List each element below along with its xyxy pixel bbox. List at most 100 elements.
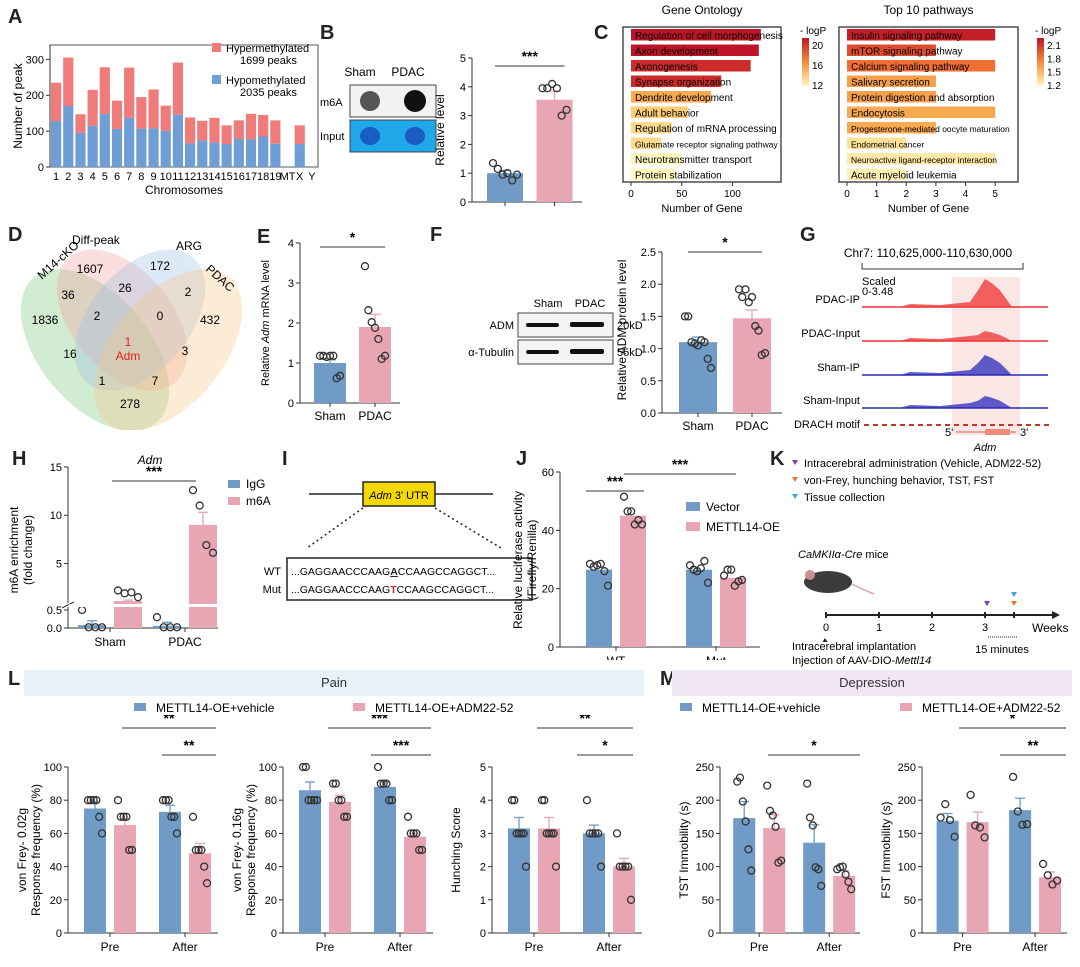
y-tick-label: 60 (265, 828, 277, 840)
bar-hypermethylated (209, 117, 220, 143)
colorbar-tick: 1.5 (1047, 68, 1061, 79)
data-point (621, 862, 630, 871)
data-point (92, 796, 101, 805)
bar-mettl14-oe-adm22-52 (404, 836, 426, 933)
data-point (814, 865, 823, 874)
utr-box (362, 481, 436, 507)
hbar (847, 91, 936, 103)
hbar-label: Neuroactive ligand-receptor interaction (851, 155, 997, 165)
data-point (551, 862, 561, 871)
bar-pdac (733, 318, 771, 413)
bar-hypermethylated (221, 125, 232, 145)
data-point (738, 797, 747, 806)
panel-label-l: L (8, 668, 21, 690)
y-tick-label: 0 (460, 197, 466, 209)
sequence-box (286, 557, 533, 601)
x-tick-label: 11 (172, 171, 183, 183)
data-point (158, 796, 168, 805)
x-tick-label: Pre (525, 940, 544, 954)
bar-hypomethylated (270, 143, 281, 167)
x-tick-label: 1 (874, 189, 880, 200)
data-point (747, 866, 756, 875)
x-tick-label: 3 (933, 189, 939, 200)
bar-mettl14-oe-adm22-52 (329, 801, 351, 933)
y-tick-label: 5 (460, 53, 466, 65)
data-point (623, 507, 632, 516)
x-tick-label: 0 (628, 189, 634, 200)
bar-hypermethylated (160, 105, 171, 131)
data-point (387, 796, 397, 805)
significance-label: *** (371, 715, 388, 726)
legend-swatch (686, 522, 700, 531)
y-axis-label: Relative level (433, 94, 447, 165)
data-point (975, 823, 985, 832)
region-bracket (861, 263, 1024, 270)
y-tick-label: 250 (696, 762, 714, 774)
hbar-label: Salivary secretion (851, 77, 930, 88)
data-point (122, 812, 131, 821)
data-point (370, 323, 380, 332)
data-point (172, 829, 182, 838)
data-point (596, 559, 605, 569)
venn-region-count: 3 (182, 344, 189, 358)
hbar (631, 168, 676, 180)
legend-swatch (212, 43, 221, 52)
hbar (631, 91, 712, 103)
data-point (412, 829, 421, 838)
y-axis-label: Relative Adm mRNA level (260, 260, 272, 386)
data-point (417, 845, 427, 855)
y-tick-label: 0 (38, 162, 44, 174)
bar-hypermethylated (294, 125, 305, 145)
data-point (340, 812, 349, 821)
data-point (304, 796, 313, 805)
panel-label-a: A (8, 6, 23, 28)
utr-diagram-i: Adm 3' UTR WT Mut ...GAGGAACCCAAGACCAAGCCAG… (263, 481, 533, 601)
venn-center-count: 1 (125, 335, 132, 349)
venn-region-count: 2 (94, 309, 101, 323)
hbar-label: Insulin signaling pathway (851, 31, 962, 42)
bar-mettl14-oe (620, 515, 646, 647)
significance-label: ** (580, 715, 591, 726)
y-tick-label: 5 (56, 558, 62, 570)
blot-size-label: 20kD (617, 320, 643, 332)
data-point (1052, 876, 1062, 885)
y-axis-label: FST Immobility (s) (879, 801, 893, 898)
bar-hypermethylated (270, 120, 281, 144)
x-tick-label: Sham (314, 409, 345, 423)
colorbar-tick: 20 (812, 41, 824, 52)
blot-row-label: ADM (490, 320, 514, 332)
data-point (325, 351, 335, 360)
chart-title: Adm (137, 453, 163, 467)
bar-hypermethylated (197, 120, 208, 141)
x-tick-label: After (172, 940, 197, 954)
data-point (744, 845, 753, 854)
colorbar-title: - logP (1035, 26, 1061, 37)
blot-size-label: 55kD (617, 347, 643, 359)
panel-label-e: E (257, 226, 271, 248)
data-point (188, 485, 198, 495)
western-blot-f: Sham PDAC ADM 20kD α-Tubulin 55kD (468, 298, 643, 365)
data-point (415, 845, 424, 855)
venn-center-gene: Adm (116, 349, 141, 363)
hbar (847, 60, 996, 72)
data-point (125, 845, 134, 855)
data-point (1038, 859, 1048, 869)
panel-label-k: K (770, 448, 785, 470)
data-point (1013, 807, 1022, 816)
y-tick-label: 40 (265, 862, 277, 874)
chart-m-fst: 0 50 100 150 200 250 Pre After FST Immobility (s… (879, 715, 1067, 954)
bar-m6a (189, 524, 217, 628)
blot-band-pdac (570, 322, 604, 327)
bar-hypermethylated (99, 67, 110, 114)
hbar-label: Progesterone-mediated oocyte maturation (851, 124, 1010, 134)
chart-c-top-pathways: Top 10 pathways Insulin signaling pathway… (838, 3, 1061, 215)
bar-mettl14-oe-vehicle (299, 790, 321, 933)
data-point (403, 812, 413, 821)
data-point (514, 829, 524, 838)
hbar (847, 44, 936, 56)
bar-hypermethylated (63, 57, 74, 106)
data-point (197, 845, 206, 855)
behavior-marker-icon (1011, 601, 1017, 606)
data-point (83, 796, 93, 805)
blot-column-label: PDAC (391, 65, 425, 79)
